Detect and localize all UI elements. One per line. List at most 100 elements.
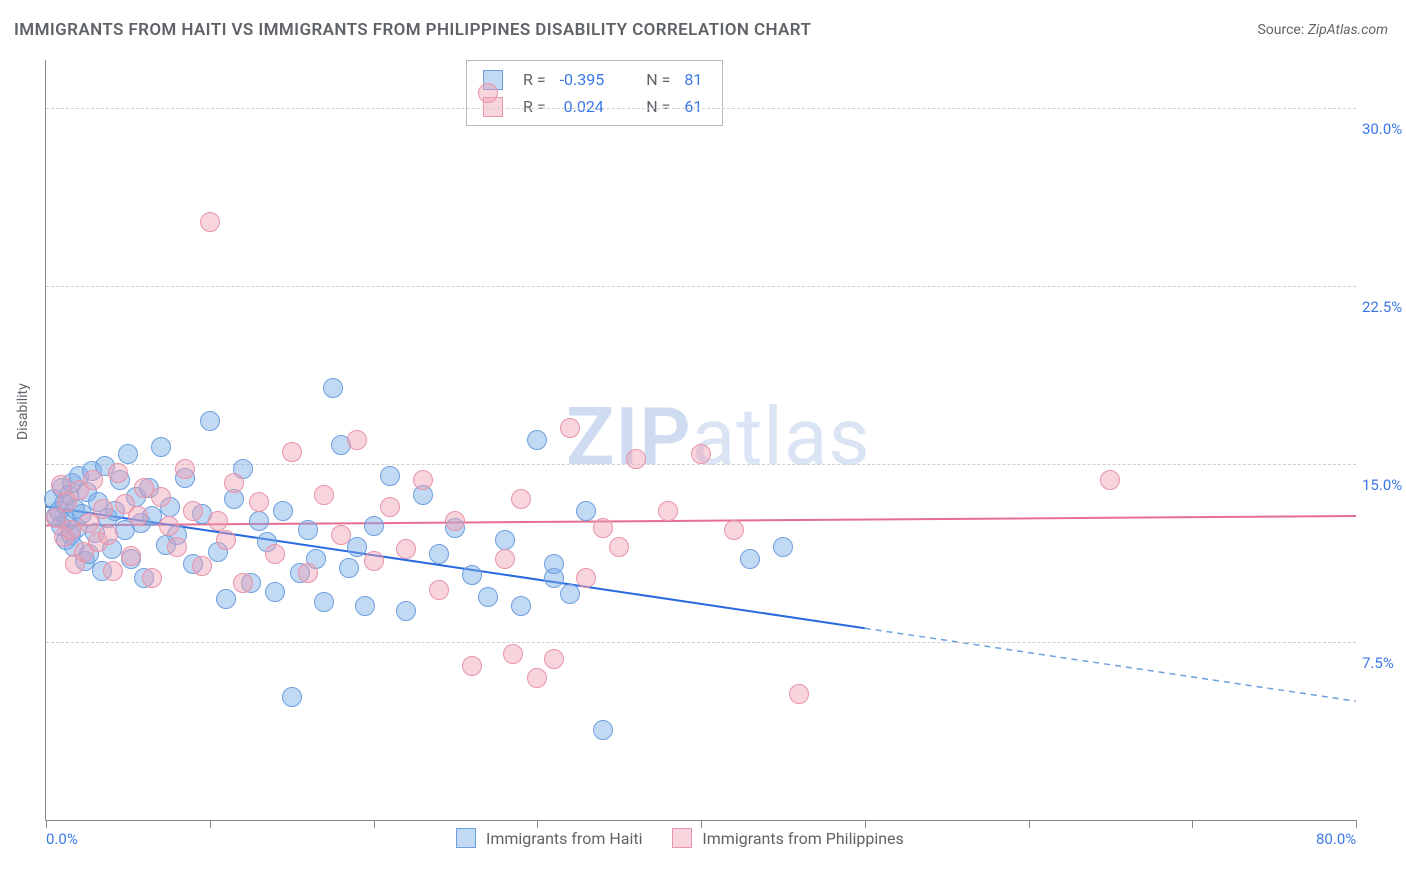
trend-lines xyxy=(46,60,1356,820)
data-point-philippines xyxy=(314,485,334,505)
data-point-haiti xyxy=(478,587,498,607)
x-tick xyxy=(1356,820,1357,828)
data-point-haiti xyxy=(200,411,220,431)
x-tick xyxy=(865,820,866,828)
data-point-philippines xyxy=(347,430,367,450)
data-point-philippines xyxy=(691,444,711,464)
legend-row-philippines: R = 0.024 N = 61 xyxy=(477,94,708,119)
data-point-philippines xyxy=(789,684,809,704)
swatch-haiti-icon xyxy=(456,828,476,848)
data-point-philippines xyxy=(724,520,744,540)
data-point-philippines xyxy=(364,551,384,571)
data-point-philippines xyxy=(121,546,141,566)
data-point-philippines xyxy=(108,463,128,483)
correlation-legend-box: R = -0.395 N = 81 R = 0.024 N = 61 xyxy=(466,60,723,126)
grid-line xyxy=(46,642,1356,643)
data-point-philippines xyxy=(98,525,118,545)
data-point-philippines xyxy=(249,492,269,512)
data-point-philippines xyxy=(93,499,113,519)
data-point-philippines xyxy=(83,470,103,490)
y-tick-label: 7.5% xyxy=(1362,654,1394,672)
data-point-philippines xyxy=(413,470,433,490)
data-point-philippines xyxy=(511,489,531,509)
data-point-haiti xyxy=(216,589,236,609)
data-point-haiti xyxy=(314,592,334,612)
x-tick xyxy=(537,820,538,828)
data-point-philippines xyxy=(175,459,195,479)
legend-item-haiti: Immigrants from Haiti xyxy=(456,828,642,848)
data-point-philippines xyxy=(658,501,678,521)
data-point-haiti xyxy=(380,466,400,486)
trend-line xyxy=(865,628,1356,701)
data-point-philippines xyxy=(208,511,228,531)
x-tick xyxy=(1192,820,1193,828)
data-point-haiti xyxy=(396,601,416,621)
legend-row-haiti: R = -0.395 N = 81 xyxy=(477,67,708,92)
data-point-haiti xyxy=(462,565,482,585)
data-point-haiti xyxy=(118,444,138,464)
data-point-philippines xyxy=(429,580,449,600)
data-point-philippines xyxy=(331,525,351,545)
data-point-philippines xyxy=(609,537,629,557)
data-point-haiti xyxy=(323,378,343,398)
x-tick-label: 0.0% xyxy=(46,830,78,848)
data-point-philippines xyxy=(159,516,179,536)
data-point-haiti xyxy=(560,584,580,604)
data-point-haiti xyxy=(544,554,564,574)
r-value-haiti: -0.395 xyxy=(554,67,611,92)
data-point-philippines xyxy=(167,537,187,557)
y-tick-label: 15.0% xyxy=(1362,476,1402,494)
data-point-philippines xyxy=(527,668,547,688)
data-point-haiti xyxy=(576,501,596,521)
series-legend: Immigrants from Haiti Immigrants from Ph… xyxy=(456,828,904,848)
n-label: N = xyxy=(646,97,670,116)
x-tick xyxy=(46,820,47,828)
legend-label-haiti: Immigrants from Haiti xyxy=(486,829,642,848)
data-point-haiti xyxy=(527,430,547,450)
r-label: R = xyxy=(523,97,546,116)
data-point-philippines xyxy=(576,568,596,588)
data-point-haiti xyxy=(273,501,293,521)
swatch-philippines-icon xyxy=(672,828,692,848)
data-point-philippines xyxy=(192,556,212,576)
data-point-philippines xyxy=(626,449,646,469)
data-point-philippines xyxy=(151,487,171,507)
x-tick xyxy=(701,820,702,828)
data-point-philippines xyxy=(142,568,162,588)
data-point-philippines xyxy=(61,520,81,540)
data-point-philippines xyxy=(103,561,123,581)
r-label: R = xyxy=(523,70,546,89)
source-name: ZipAtlas.com xyxy=(1308,22,1388,38)
legend-item-philippines: Immigrants from Philippines xyxy=(672,828,903,848)
data-point-philippines xyxy=(265,544,285,564)
data-point-haiti xyxy=(151,437,171,457)
data-point-philippines xyxy=(200,212,220,232)
data-point-haiti xyxy=(773,537,793,557)
data-point-haiti xyxy=(364,516,384,536)
grid-line xyxy=(46,286,1356,287)
watermark-thin: atlas xyxy=(692,390,871,484)
trend-line xyxy=(46,516,1356,526)
data-point-philippines xyxy=(478,83,498,103)
data-point-philippines xyxy=(298,563,318,583)
data-point-philippines xyxy=(396,539,416,559)
data-point-philippines xyxy=(183,501,203,521)
legend-label-philippines: Immigrants from Philippines xyxy=(702,829,903,848)
data-point-philippines xyxy=(224,473,244,493)
r-value-philippines: 0.024 xyxy=(554,94,611,119)
data-point-philippines xyxy=(593,518,613,538)
y-tick-label: 22.5% xyxy=(1362,298,1402,316)
n-label: N = xyxy=(646,70,670,89)
data-point-haiti xyxy=(495,530,515,550)
data-point-haiti xyxy=(265,582,285,602)
data-point-haiti xyxy=(339,558,359,578)
watermark: ZIPatlas xyxy=(566,390,871,484)
y-axis-label: Disability xyxy=(15,383,31,440)
n-value-philippines: 61 xyxy=(678,94,708,119)
y-tick-label: 30.0% xyxy=(1362,120,1402,138)
data-point-haiti xyxy=(740,549,760,569)
data-point-philippines xyxy=(560,418,580,438)
data-point-haiti xyxy=(355,596,375,616)
scatter-plot-area: ZIPatlas R = -0.395 N = 81 R = 0.024 N =… xyxy=(45,60,1356,821)
data-point-philippines xyxy=(128,506,148,526)
